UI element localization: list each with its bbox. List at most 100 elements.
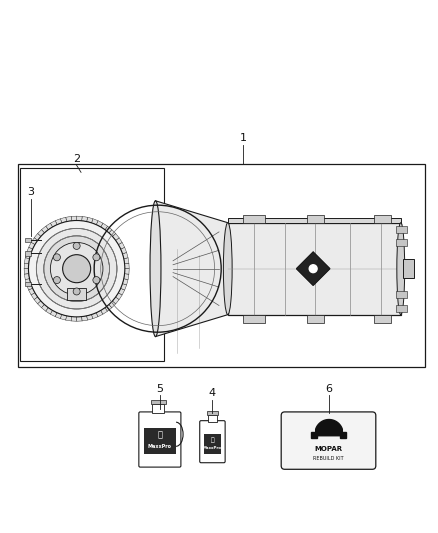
Ellipse shape: [84, 220, 92, 317]
Polygon shape: [24, 269, 29, 274]
Polygon shape: [31, 293, 38, 300]
Bar: [67, 288, 86, 300]
Text: ⓜ: ⓜ: [211, 437, 214, 442]
Polygon shape: [25, 279, 31, 285]
Circle shape: [53, 277, 60, 284]
Text: 1: 1: [240, 133, 247, 143]
FancyBboxPatch shape: [139, 412, 181, 467]
Circle shape: [73, 288, 80, 295]
Ellipse shape: [223, 223, 232, 314]
Polygon shape: [113, 233, 119, 240]
Polygon shape: [92, 219, 98, 225]
Text: ⓜ: ⓜ: [157, 431, 162, 440]
Polygon shape: [116, 293, 122, 300]
Text: 6: 6: [325, 384, 332, 393]
Circle shape: [93, 254, 100, 261]
Text: 2: 2: [73, 154, 80, 164]
Polygon shape: [96, 221, 103, 227]
Polygon shape: [87, 217, 93, 223]
Polygon shape: [116, 238, 122, 245]
Polygon shape: [25, 258, 29, 264]
Polygon shape: [34, 233, 41, 240]
Circle shape: [50, 243, 103, 295]
Bar: [207, 411, 218, 415]
Polygon shape: [124, 263, 129, 269]
Polygon shape: [28, 243, 35, 249]
Text: 5: 5: [156, 384, 163, 393]
Circle shape: [73, 243, 80, 249]
Polygon shape: [71, 216, 77, 221]
Bar: [208, 415, 217, 422]
Polygon shape: [87, 314, 93, 320]
Circle shape: [309, 265, 317, 273]
Polygon shape: [46, 308, 53, 314]
Polygon shape: [34, 297, 41, 304]
Polygon shape: [25, 253, 31, 259]
Circle shape: [44, 236, 110, 302]
Bar: [243, 215, 265, 223]
Bar: [152, 405, 164, 413]
Text: REBUILD KIT: REBUILD KIT: [313, 456, 344, 461]
Polygon shape: [38, 301, 44, 308]
Polygon shape: [118, 243, 125, 249]
Polygon shape: [81, 316, 88, 321]
Polygon shape: [228, 223, 401, 314]
Bar: [311, 432, 317, 438]
Polygon shape: [55, 313, 62, 319]
Bar: [151, 400, 166, 405]
Polygon shape: [50, 221, 57, 227]
Bar: [18, 164, 425, 367]
Bar: [340, 432, 346, 438]
Polygon shape: [105, 304, 112, 311]
Polygon shape: [155, 201, 228, 336]
Bar: [144, 428, 176, 454]
Polygon shape: [77, 216, 82, 221]
Polygon shape: [113, 297, 119, 304]
Polygon shape: [50, 310, 57, 317]
FancyBboxPatch shape: [281, 412, 376, 469]
Polygon shape: [27, 284, 33, 290]
Polygon shape: [60, 217, 67, 223]
Bar: [243, 314, 265, 322]
Bar: [396, 304, 407, 312]
Bar: [396, 292, 407, 298]
Bar: [307, 215, 324, 223]
FancyBboxPatch shape: [200, 421, 225, 463]
Circle shape: [63, 255, 91, 282]
Bar: [307, 314, 324, 322]
Polygon shape: [123, 253, 128, 259]
Bar: [374, 215, 391, 223]
Polygon shape: [228, 219, 401, 223]
Polygon shape: [120, 247, 127, 254]
Polygon shape: [96, 310, 103, 317]
Text: MaxxPro: MaxxPro: [148, 445, 172, 449]
Text: 4: 4: [209, 389, 216, 398]
Ellipse shape: [150, 201, 161, 336]
Polygon shape: [31, 238, 38, 245]
Bar: [396, 239, 407, 246]
Circle shape: [53, 254, 60, 261]
Polygon shape: [46, 223, 53, 230]
Polygon shape: [109, 301, 116, 308]
Polygon shape: [123, 279, 128, 285]
Bar: [204, 434, 221, 454]
Polygon shape: [118, 288, 125, 295]
Circle shape: [36, 229, 117, 309]
Polygon shape: [124, 258, 129, 264]
Bar: [20, 168, 164, 361]
Text: MaxxPro: MaxxPro: [203, 447, 222, 450]
Bar: [25, 251, 31, 255]
Polygon shape: [124, 269, 129, 274]
Ellipse shape: [397, 223, 405, 314]
Polygon shape: [105, 226, 112, 233]
Bar: [396, 226, 407, 233]
Polygon shape: [81, 216, 88, 222]
Polygon shape: [28, 288, 35, 295]
Polygon shape: [92, 313, 98, 319]
Polygon shape: [77, 317, 82, 321]
Polygon shape: [38, 230, 44, 237]
Polygon shape: [55, 219, 62, 225]
Polygon shape: [25, 274, 29, 280]
Polygon shape: [297, 252, 330, 285]
Bar: [25, 282, 31, 286]
